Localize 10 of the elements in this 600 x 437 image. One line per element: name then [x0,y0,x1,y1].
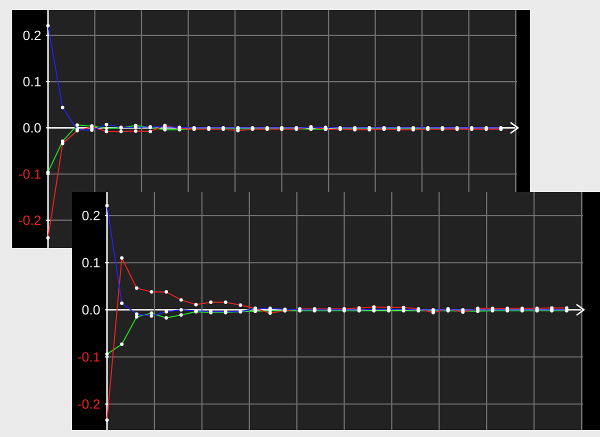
y-tick-label: 0.1 [82,258,100,268]
y-tick-label: 0.0 [82,305,100,315]
y-tick-label: -0.1 [18,169,41,179]
y-tick-label: 0.2 [82,210,100,220]
y-tick-label: 0.0 [23,123,41,133]
y-tick-label: 0.1 [23,76,41,86]
y-tick-label: 0.2 [23,30,41,40]
y-tick-label: -0.1 [78,352,100,362]
y-tick-label: -0.2 [18,216,41,225]
y-tick-label: -0.2 [78,399,100,409]
